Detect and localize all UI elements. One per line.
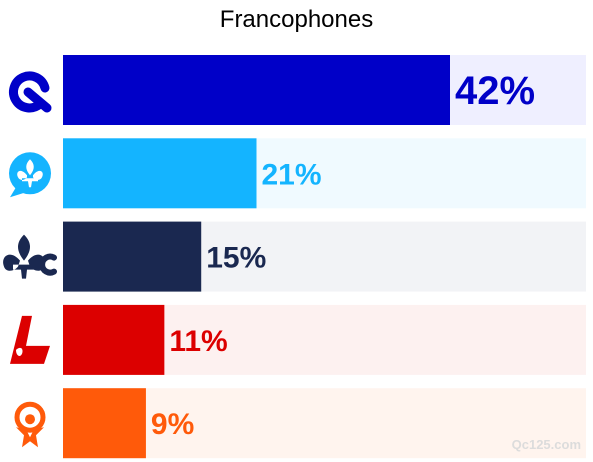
caq-logo-tail xyxy=(23,87,52,113)
pcq-logo-ring xyxy=(14,401,46,433)
bar xyxy=(63,55,450,125)
data-label: 42% xyxy=(455,69,535,113)
watermark: Qc125.com xyxy=(511,437,581,452)
pcq-logo-head xyxy=(25,414,35,425)
bar xyxy=(63,304,165,375)
bar-track xyxy=(63,388,586,459)
qs-logo-fleur xyxy=(16,347,23,356)
pq-logo-icon xyxy=(9,152,51,198)
pq-logo-fleurdelis xyxy=(17,159,43,188)
pcq-logo-figure xyxy=(16,427,44,448)
pq-logo-bubble-tail xyxy=(10,187,26,198)
caq-logo-icon xyxy=(9,71,52,113)
caq-logo-ring xyxy=(9,71,50,113)
qs-logo-shape xyxy=(10,315,50,364)
chart-title: Francophones xyxy=(219,6,374,33)
bar xyxy=(63,388,146,459)
data-label: 15% xyxy=(206,242,266,275)
data-label: 9% xyxy=(151,408,194,441)
qs-logo-icon xyxy=(10,315,50,364)
plq-logo-icon xyxy=(3,234,57,279)
bar xyxy=(63,138,257,209)
data-label: 21% xyxy=(262,158,322,191)
bar xyxy=(63,221,202,292)
plq-logo-c xyxy=(39,253,57,276)
pcq-logo-icon xyxy=(14,401,46,448)
plq-logo-fleurdelis xyxy=(3,234,45,279)
data-label: 11% xyxy=(169,325,227,358)
